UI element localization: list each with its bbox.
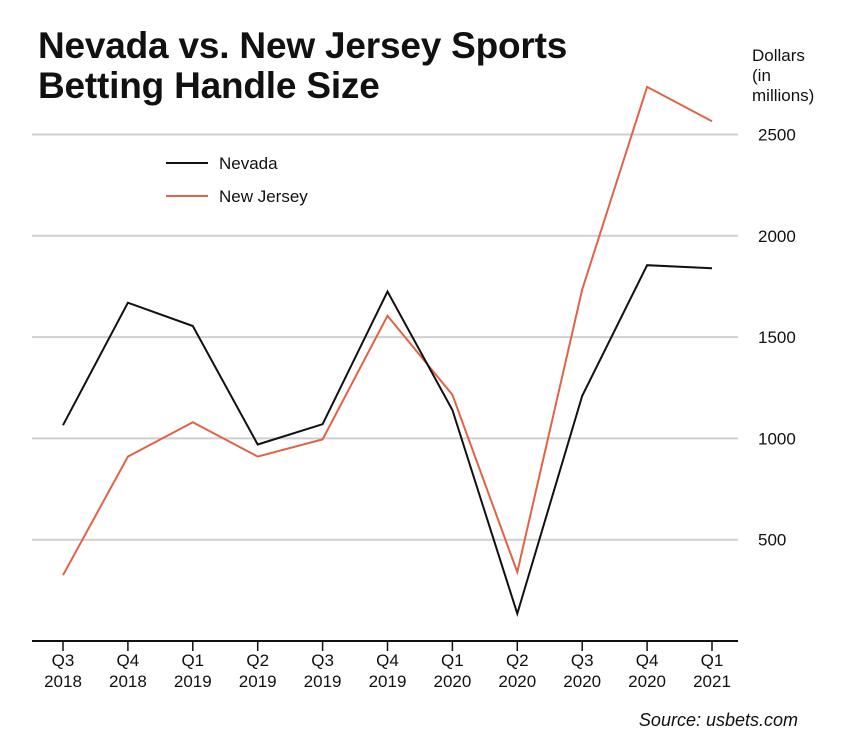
legend-label-nevada: Nevada — [219, 154, 278, 173]
x-tick-label-quarter-10: Q1 — [701, 651, 724, 670]
series-line-new-jersey — [62, 85, 713, 576]
x-tick-label-year-4: 2019 — [304, 672, 342, 691]
x-tick-label-quarter-3: Q2 — [246, 651, 269, 670]
x-tick-label-quarter-9: Q4 — [636, 651, 659, 670]
chart-title: Nevada vs. New Jersey Sports Betting Han… — [38, 26, 567, 106]
x-tick-label-year-6: 2020 — [433, 672, 471, 691]
legend-label-new-jersey: New Jersey — [219, 187, 308, 206]
x-tick-label-year-10: 2021 — [693, 672, 731, 691]
x-tick-label-quarter-5: Q4 — [376, 651, 399, 670]
y-axis-unit-line-1: Dollars — [752, 46, 805, 65]
x-tick-label-year-1: 2018 — [109, 672, 147, 691]
x-tick-label-quarter-7: Q2 — [506, 651, 529, 670]
x-tick-label-year-0: 2018 — [44, 672, 82, 691]
x-tick-label-quarter-2: Q1 — [181, 651, 204, 670]
y-tick-label-500: 500 — [758, 531, 786, 550]
chart-title-line-1: Nevada vs. New Jersey Sports — [38, 25, 568, 66]
x-tick-label-year-7: 2020 — [498, 672, 536, 691]
y-tick-label-2000: 2000 — [758, 227, 796, 246]
y-tick-label-1500: 1500 — [758, 328, 796, 347]
x-tick-label-year-9: 2020 — [628, 672, 666, 691]
x-tick-label-year-2: 2019 — [174, 672, 212, 691]
x-tick-label-year-5: 2019 — [369, 672, 407, 691]
chart-title-line-2: Betting Handle Size — [38, 65, 380, 106]
x-tick-label-quarter-4: Q3 — [311, 651, 334, 670]
x-tick-label-year-8: 2020 — [563, 672, 601, 691]
x-tick-label-year-3: 2019 — [239, 672, 277, 691]
y-tick-label-2500: 2500 — [758, 126, 796, 145]
x-tick-label-quarter-1: Q4 — [117, 651, 140, 670]
y-axis-unit-line-3: millions) — [752, 86, 815, 105]
x-tick-label-quarter-6: Q1 — [441, 651, 464, 670]
y-axis-unit-label: Dollars (in millions) — [752, 46, 814, 106]
series-line-nevada — [62, 264, 713, 617]
y-tick-label-1000: 1000 — [758, 429, 796, 448]
x-tick-label-quarter-8: Q3 — [571, 651, 594, 670]
y-axis-unit-line-2: (in — [752, 66, 771, 85]
source-note: Source: usbets.com — [638, 710, 798, 730]
x-tick-label-quarter-0: Q3 — [52, 651, 75, 670]
